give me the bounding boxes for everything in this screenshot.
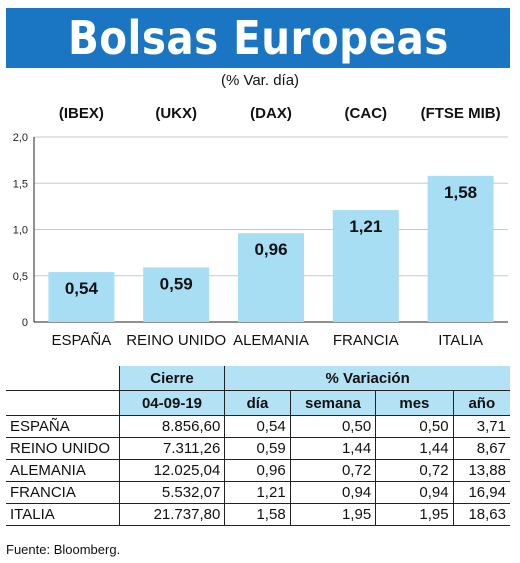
row-country: ESPAÑA xyxy=(6,415,120,438)
index-label: (IBEX) xyxy=(59,105,104,122)
chart-title: Bolsas Europeas xyxy=(67,11,449,65)
y-tick-label: 1,0 xyxy=(13,225,28,237)
header-semana: semana xyxy=(289,390,376,416)
index-label: (UKX) xyxy=(155,105,197,122)
x-tick-label: ALEMANIA xyxy=(233,332,309,349)
bar xyxy=(427,175,494,322)
y-tick-label: 2,0 xyxy=(13,132,28,144)
table-row: REINO UNIDO 7.311,26 0,59 1,44 1,44 8,67 xyxy=(6,437,510,460)
row-mes: 0,50 xyxy=(375,415,454,438)
bar xyxy=(143,267,210,322)
x-tick-label: FRANCIA xyxy=(333,332,399,349)
title-banner: Bolsas Europeas xyxy=(6,8,510,68)
table-row: ALEMANIA 12.025,04 0,96 0,72 0,72 13,88 xyxy=(6,459,510,482)
bar-chart: 0 0,5 1,0 1,5 2,0 0,54 ESPAÑA (IBEX) 0,59 REINO U… xyxy=(13,105,508,349)
row-semana: 0,50 xyxy=(289,415,376,438)
header-date: 04-09-19 xyxy=(118,390,225,416)
row-ano: 16,94 xyxy=(452,481,510,504)
row-mes: 0,72 xyxy=(375,459,454,482)
y-tick-label: 0 xyxy=(22,317,28,329)
data-label: 1,21 xyxy=(349,217,382,236)
row-semana: 0,94 xyxy=(289,481,376,504)
chart-subtitle: (% Var. día) xyxy=(220,72,300,89)
row-country: ALEMANIA xyxy=(6,459,120,482)
header-dia: día xyxy=(224,390,291,416)
header-ano: año xyxy=(452,390,510,416)
data-label: 0,96 xyxy=(254,240,287,259)
source-note: Fuente: Bloomberg. xyxy=(6,542,121,557)
row-ano: 8,67 xyxy=(452,437,510,460)
row-country: ITALIA xyxy=(6,503,120,526)
row-ano: 18,63 xyxy=(452,503,510,526)
row-country: REINO UNIDO xyxy=(6,437,120,460)
x-tick-label: ESPAÑA xyxy=(52,332,112,349)
row-dia: 1,58 xyxy=(224,503,291,526)
row-semana: 1,95 xyxy=(289,503,376,526)
table-body: ESPAÑA 8.856,60 0,54 0,50 0,50 3,71 REINO UNID… xyxy=(6,415,510,526)
data-label: 0,54 xyxy=(65,279,99,298)
x-tick-label: ITALIA xyxy=(438,332,483,349)
header-cierre: Cierre xyxy=(118,366,225,391)
row-cierre: 21.737,80 xyxy=(118,503,225,526)
data-table-container: Cierre % Variación 04-09-19 día semana m… xyxy=(6,366,510,526)
header-mes: mes xyxy=(375,390,454,416)
bar xyxy=(238,233,304,322)
bar xyxy=(332,210,399,322)
x-tick-label: REINO UNIDO xyxy=(126,332,226,349)
bar xyxy=(48,272,115,322)
data-label: 0,59 xyxy=(160,274,193,293)
row-cierre: 7.311,26 xyxy=(118,437,225,460)
row-ano: 13,88 xyxy=(452,459,510,482)
row-dia: 0,54 xyxy=(224,415,291,438)
row-dia: 1,21 xyxy=(224,481,291,504)
table-row: ESPAÑA 8.856,60 0,54 0,50 0,50 3,71 xyxy=(6,415,510,438)
row-mes: 1,44 xyxy=(375,437,454,460)
data-label: 1,58 xyxy=(444,183,477,202)
row-dia: 0,96 xyxy=(224,459,291,482)
table-row: FRANCIA 5.532,07 1,21 0,94 0,94 16,94 xyxy=(6,481,510,504)
header-variacion: % Variación xyxy=(224,366,510,391)
table-row: ITALIA 21.737,80 1,58 1,95 1,95 18,63 xyxy=(6,503,510,526)
index-label: (DAX) xyxy=(250,105,292,122)
y-tick-label: 1,5 xyxy=(13,178,28,190)
index-label: (CAC) xyxy=(345,105,388,122)
table-corner-2 xyxy=(6,390,120,416)
data-table: Cierre % Variación 04-09-19 día semana m… xyxy=(6,366,510,526)
row-dia: 0,59 xyxy=(224,437,291,460)
row-mes: 0,94 xyxy=(375,481,454,504)
row-semana: 1,44 xyxy=(289,437,376,460)
y-tick-label: 0,5 xyxy=(13,271,28,283)
table-corner xyxy=(6,366,120,391)
row-ano: 3,71 xyxy=(452,415,510,438)
row-cierre: 5.532,07 xyxy=(118,481,225,504)
index-label: (FTSE MIB) xyxy=(421,105,501,122)
row-semana: 0,72 xyxy=(289,459,376,482)
row-mes: 1,95 xyxy=(375,503,454,526)
row-cierre: 8.856,60 xyxy=(118,415,225,438)
row-country: FRANCIA xyxy=(6,481,120,504)
row-cierre: 12.025,04 xyxy=(118,459,225,482)
